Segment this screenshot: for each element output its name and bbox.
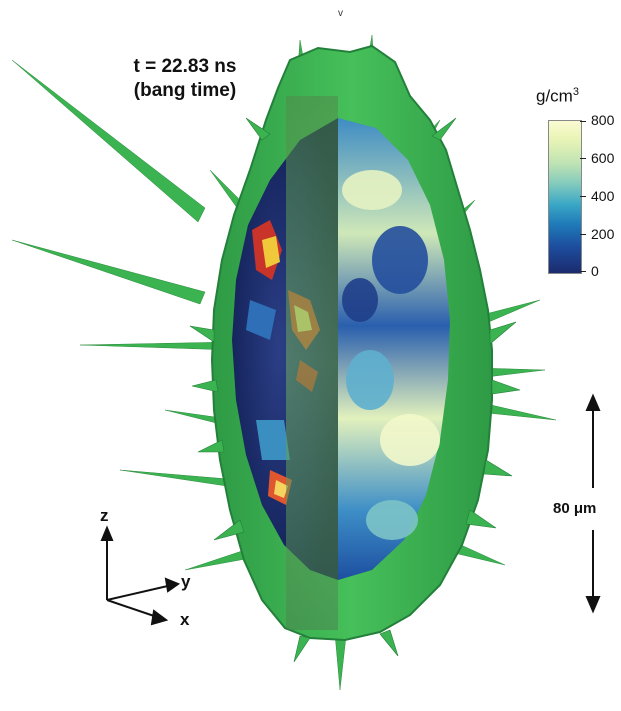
axis-label-x: x (180, 610, 190, 629)
colorbar-tick (580, 234, 586, 235)
time-note: (bang time) (133, 80, 237, 101)
axis-label-y: y (181, 572, 191, 591)
coordinate-axes (100, 525, 181, 626)
axis-label-z: z (100, 506, 109, 525)
colorbar-title: g/cm3 (536, 86, 579, 107)
colorbar-tick (580, 121, 586, 122)
colorbar-tick-label: 800 (591, 112, 615, 128)
colorbar-unit: g/cm (536, 86, 573, 106)
time-value: t = 22.83 ns (133, 56, 237, 77)
colorbar-tick-label: 400 (591, 188, 615, 204)
cut-plane-strip (286, 96, 338, 630)
time-label: t = 22.83 ns (bang time) (115, 55, 255, 103)
colorbar-unit-exponent: 3 (572, 86, 579, 98)
colorbar-tick (580, 196, 586, 197)
scale-bar-arrow (585, 393, 601, 614)
core-right-half (338, 118, 450, 580)
colorbar-tick-label: 200 (591, 226, 615, 242)
colorbar-tick (580, 271, 586, 272)
colorbar (548, 120, 582, 274)
shell-edge-spikes (189, 117, 521, 663)
scale-bar-label: 80 μm (553, 500, 597, 517)
colorbar-tick (580, 158, 586, 159)
density-hotspots (342, 170, 440, 540)
top-mark: v (338, 8, 343, 19)
colorbar-tick-label: 0 (591, 263, 599, 279)
colorbar-tick-label: 600 (591, 150, 615, 166)
